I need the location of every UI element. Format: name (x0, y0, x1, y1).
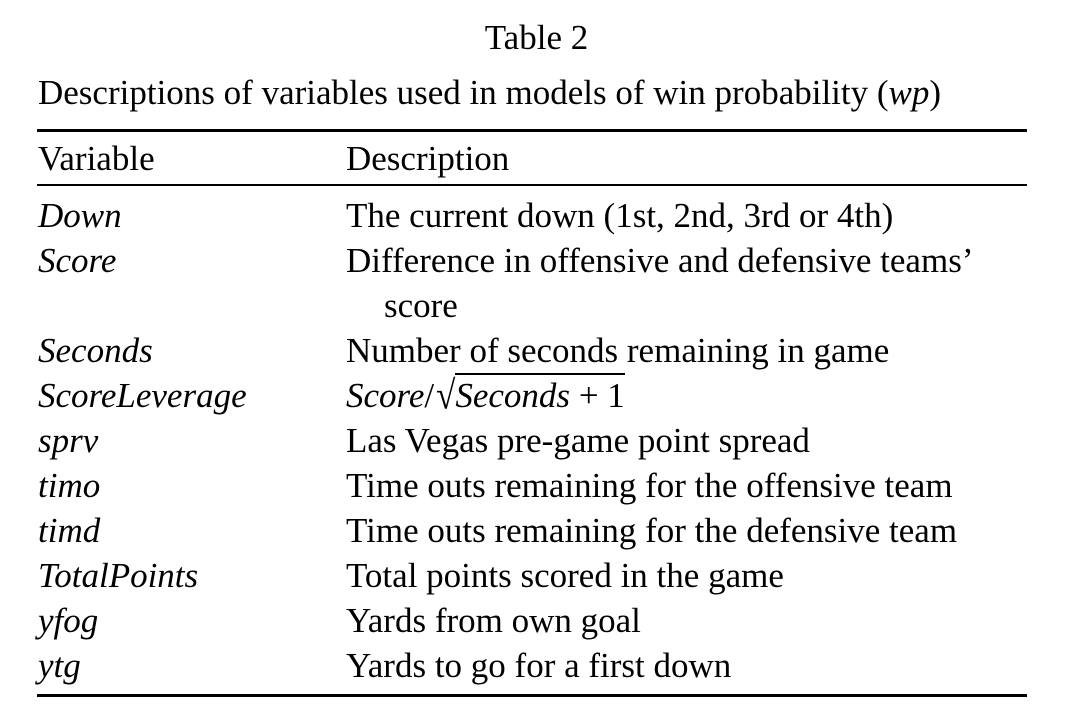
variable-description: Yards from own goal (346, 598, 1036, 643)
description-line: Yards from own goal (346, 601, 641, 640)
table-title: Table 2 (484, 18, 589, 57)
table-row: yfog Yards from own goal (0, 598, 1073, 643)
description-line: Time outs remaining for the defensive te… (346, 511, 958, 550)
table-row: ScoreLeverage Score/√Seconds + 1 (0, 373, 1073, 418)
formula-sqrt-variable: Seconds (455, 376, 571, 415)
score-leverage-formula: Score/√Seconds + 1 (346, 373, 1036, 418)
table-row: timd Time outs remaining for the defensi… (0, 508, 1073, 553)
caption-close: ) (929, 73, 942, 112)
header-description: Description (346, 139, 510, 178)
table-row: sprv Las Vegas pre-game point spread (0, 418, 1073, 463)
variable-description: Difference in offensive and defensive te… (346, 238, 1036, 328)
variable-name: Down (38, 196, 122, 235)
description-line: Total points scored in the game (346, 556, 784, 595)
table-row: Seconds Number of seconds remaining in g… (0, 328, 1073, 373)
table-row: ytg Yards to go for a first down (0, 643, 1073, 688)
description-line: The current down (1st, 2nd, 3rd or 4th) (346, 196, 894, 235)
caption-symbol: wp (888, 73, 930, 112)
table-header-row: Variable Description (0, 137, 1073, 181)
variable-description: Yards to go for a first down (346, 643, 1036, 688)
variable-name: ytg (38, 646, 81, 685)
formula-numerator: Score (346, 376, 425, 415)
variable-name: timo (38, 466, 101, 505)
table-top-rule (37, 129, 1027, 132)
table-row: TotalPoints Total points scored in the g… (0, 553, 1073, 598)
variable-description: Time outs remaining for the offensive te… (346, 463, 1036, 508)
header-variable: Variable (38, 139, 155, 178)
variable-description: Total points scored in the game (346, 553, 1036, 598)
caption-text: Descriptions of variables used in models… (38, 73, 889, 112)
description-line: Time outs remaining for the offensive te… (346, 466, 953, 505)
table-row: Score Difference in offensive and defens… (0, 238, 1073, 328)
table-caption: Descriptions of variables used in models… (38, 71, 941, 115)
formula-radicand: Seconds + 1 (455, 373, 625, 415)
variable-name: Score (38, 241, 117, 280)
description-line: Number of seconds remaining in game (346, 331, 890, 370)
table-row: timo Time outs remaining for the offensi… (0, 463, 1073, 508)
square-root-icon: √ (436, 373, 456, 418)
table-header-rule (37, 184, 1027, 186)
variable-description: The current down (1st, 2nd, 3rd or 4th) (346, 193, 1036, 238)
table-row: Down The current down (1st, 2nd, 3rd or … (0, 193, 1073, 238)
formula-plus-one: + 1 (570, 376, 625, 415)
table-body: Down The current down (1st, 2nd, 3rd or … (0, 193, 1073, 688)
variable-name: yfog (38, 601, 99, 640)
variable-description: Time outs remaining for the defensive te… (346, 508, 1036, 553)
variable-description: Score/√Seconds + 1 (346, 373, 1036, 418)
variable-name: sprv (38, 421, 99, 460)
variable-description: Las Vegas pre-game point spread (346, 418, 1036, 463)
variable-name: ScoreLeverage (38, 376, 247, 415)
description-line: Difference in offensive and defensive te… (346, 241, 974, 280)
variable-description: Number of seconds remaining in game (346, 328, 1036, 373)
variable-name: Seconds (38, 331, 153, 370)
formula-slash: / (424, 376, 435, 415)
description-line: Las Vegas pre-game point spread (346, 421, 810, 460)
variable-name: timd (38, 511, 101, 550)
description-line: score (384, 286, 458, 325)
description-line: Yards to go for a first down (346, 646, 732, 685)
table-bottom-rule (37, 694, 1027, 697)
variable-name: TotalPoints (38, 556, 199, 595)
